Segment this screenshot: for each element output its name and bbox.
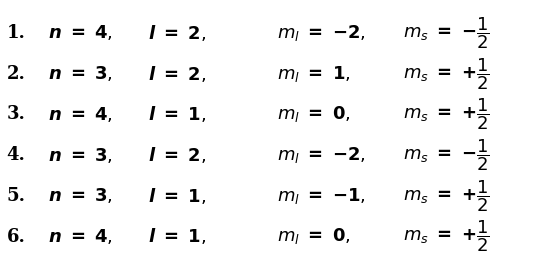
Text: $\boldsymbol{n}$ $\boldsymbol{=}$ $\mathbf{4},$: $\boldsymbol{n}$ $\boldsymbol{=}$ $\math…	[48, 23, 113, 43]
Text: 5.: 5.	[7, 187, 26, 205]
Text: $\boldsymbol{m_l}$ $\boldsymbol{=}$ $\mathbf{0},$: $\boldsymbol{m_l}$ $\boldsymbol{=}$ $\ma…	[277, 227, 351, 246]
Text: 6.: 6.	[7, 227, 26, 246]
Text: $\boldsymbol{l}$ $\boldsymbol{=}$ $\mathbf{1},$: $\boldsymbol{l}$ $\boldsymbol{=}$ $\math…	[148, 227, 207, 246]
Text: $\boldsymbol{l}$ $\boldsymbol{=}$ $\mathbf{1},$: $\boldsymbol{l}$ $\boldsymbol{=}$ $\math…	[148, 186, 207, 206]
Text: $\boldsymbol{l}$ $\boldsymbol{=}$ $\mathbf{2},$: $\boldsymbol{l}$ $\boldsymbol{=}$ $\math…	[148, 145, 207, 165]
Text: 2.: 2.	[7, 65, 26, 83]
Text: $\boldsymbol{l}$ $\boldsymbol{=}$ $\mathbf{2},$: $\boldsymbol{l}$ $\boldsymbol{=}$ $\math…	[148, 23, 207, 43]
Text: $\boldsymbol{m_s}$ $\boldsymbol{=}$ $\boldsymbol{-\dfrac{1}{2}}$: $\boldsymbol{m_s}$ $\boldsymbol{=}$ $\bo…	[403, 15, 490, 51]
Text: $\boldsymbol{m_s}$ $\boldsymbol{=}$ $\boldsymbol{+\dfrac{1}{2}}$: $\boldsymbol{m_s}$ $\boldsymbol{=}$ $\bo…	[403, 219, 490, 254]
Text: $\boldsymbol{m_s}$ $\boldsymbol{=}$ $\boldsymbol{+\dfrac{1}{2}}$: $\boldsymbol{m_s}$ $\boldsymbol{=}$ $\bo…	[403, 56, 490, 92]
Text: 4.: 4.	[7, 146, 26, 164]
Text: $\boldsymbol{m_l}$ $\boldsymbol{=}$ $\mathbf{-1},$: $\boldsymbol{m_l}$ $\boldsymbol{=}$ $\ma…	[277, 186, 366, 206]
Text: $\boldsymbol{n}$ $\boldsymbol{=}$ $\mathbf{3},$: $\boldsymbol{n}$ $\boldsymbol{=}$ $\math…	[48, 145, 113, 165]
Text: $\boldsymbol{m_l}$ $\boldsymbol{=}$ $\mathbf{1},$: $\boldsymbol{m_l}$ $\boldsymbol{=}$ $\ma…	[277, 64, 351, 84]
Text: $\boldsymbol{n}$ $\boldsymbol{=}$ $\mathbf{4},$: $\boldsymbol{n}$ $\boldsymbol{=}$ $\math…	[48, 227, 113, 246]
Text: $\boldsymbol{m_s}$ $\boldsymbol{=}$ $\boldsymbol{+\dfrac{1}{2}}$: $\boldsymbol{m_s}$ $\boldsymbol{=}$ $\bo…	[403, 178, 490, 214]
Text: $\boldsymbol{m_l}$ $\boldsymbol{=}$ $\mathbf{0},$: $\boldsymbol{m_l}$ $\boldsymbol{=}$ $\ma…	[277, 104, 351, 124]
Text: $\boldsymbol{m_s}$ $\boldsymbol{=}$ $\boldsymbol{+\dfrac{1}{2}}$: $\boldsymbol{m_s}$ $\boldsymbol{=}$ $\bo…	[403, 97, 490, 132]
Text: $\boldsymbol{l}$ $\boldsymbol{=}$ $\mathbf{1},$: $\boldsymbol{l}$ $\boldsymbol{=}$ $\math…	[148, 104, 207, 124]
Text: 1.: 1.	[7, 24, 26, 42]
Text: $\boldsymbol{n}$ $\boldsymbol{=}$ $\mathbf{3},$: $\boldsymbol{n}$ $\boldsymbol{=}$ $\math…	[48, 64, 113, 83]
Text: $\boldsymbol{m_s}$ $\boldsymbol{=}$ $\boldsymbol{-\dfrac{1}{2}}$: $\boldsymbol{m_s}$ $\boldsymbol{=}$ $\bo…	[403, 137, 490, 173]
Text: $\boldsymbol{n}$ $\boldsymbol{=}$ $\mathbf{4},$: $\boldsymbol{n}$ $\boldsymbol{=}$ $\math…	[48, 105, 113, 124]
Text: $\boldsymbol{m_l}$ $\boldsymbol{=}$ $\mathbf{-2},$: $\boldsymbol{m_l}$ $\boldsymbol{=}$ $\ma…	[277, 145, 366, 165]
Text: $\boldsymbol{m_l}$ $\boldsymbol{=}$ $\mathbf{-2},$: $\boldsymbol{m_l}$ $\boldsymbol{=}$ $\ma…	[277, 23, 366, 43]
Text: 3.: 3.	[7, 105, 26, 123]
Text: $\boldsymbol{l}$ $\boldsymbol{=}$ $\mathbf{2},$: $\boldsymbol{l}$ $\boldsymbol{=}$ $\math…	[148, 64, 207, 84]
Text: $\boldsymbol{n}$ $\boldsymbol{=}$ $\mathbf{3},$: $\boldsymbol{n}$ $\boldsymbol{=}$ $\math…	[48, 186, 113, 205]
